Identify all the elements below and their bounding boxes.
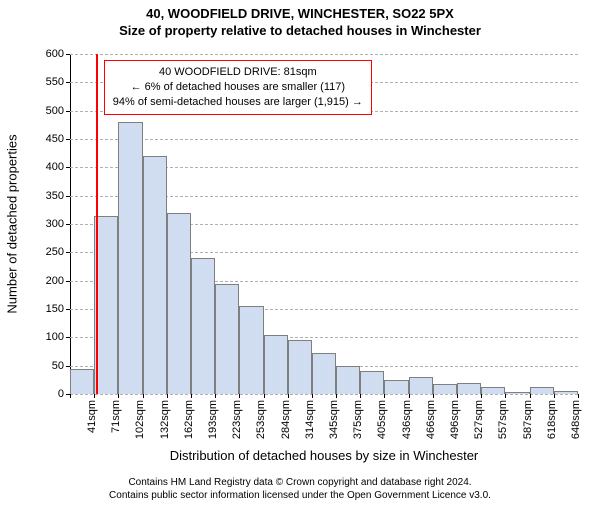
xtick-mark: [530, 394, 531, 398]
ytick-label: 600: [46, 48, 70, 60]
histogram-bar: [118, 122, 142, 394]
grid-line: [70, 139, 578, 140]
histogram-bar: [215, 284, 239, 395]
ytick-label: 150: [46, 303, 70, 315]
ytick-label: 450: [46, 133, 70, 145]
xtick-label: 193sqm: [207, 400, 219, 439]
histogram-bar: [70, 369, 94, 395]
xtick-mark: [70, 394, 71, 398]
marker-info-line: 94% of semi-detached houses are larger (…: [113, 95, 363, 110]
xtick-mark: [264, 394, 265, 398]
grid-line: [70, 394, 578, 395]
histogram-bar: [433, 384, 457, 394]
chart-plot-area: 05010015020025030035040045050055060041sq…: [70, 54, 578, 394]
chart-title-address: 40, WOODFIELD DRIVE, WINCHESTER, SO22 5P…: [0, 6, 600, 21]
xtick-label: 466sqm: [425, 400, 437, 439]
xtick-label: 41sqm: [86, 400, 98, 433]
xtick-label: 102sqm: [134, 400, 146, 439]
xtick-mark: [143, 394, 144, 398]
y-axis-label: Number of detached properties: [5, 134, 20, 313]
histogram-bar: [481, 387, 505, 394]
histogram-bar: [288, 340, 312, 394]
xtick-mark: [312, 394, 313, 398]
marker-info-line: ← 6% of detached houses are smaller (117…: [113, 80, 363, 95]
xtick-mark: [457, 394, 458, 398]
xtick-label: 223sqm: [231, 400, 243, 439]
xtick-label: 648sqm: [570, 400, 582, 439]
histogram-bar: [94, 216, 118, 395]
ytick-label: 300: [46, 218, 70, 230]
ytick-label: 350: [46, 190, 70, 202]
histogram-bar: [505, 392, 529, 394]
xtick-mark: [384, 394, 385, 398]
xtick-mark: [578, 394, 579, 398]
ytick-label: 400: [46, 161, 70, 173]
xtick-label: 496sqm: [449, 400, 461, 439]
histogram-bar: [554, 391, 578, 394]
histogram-bar: [264, 335, 288, 395]
xtick-mark: [554, 394, 555, 398]
xtick-label: 587sqm: [522, 400, 534, 439]
footer-line1: Contains HM Land Registry data © Crown c…: [0, 476, 600, 489]
xtick-mark: [288, 394, 289, 398]
histogram-bar: [384, 380, 408, 394]
footer-line2: Contains public sector information licen…: [0, 489, 600, 502]
xtick-mark: [118, 394, 119, 398]
marker-info-line: 40 WOODFIELD DRIVE: 81sqm: [113, 65, 363, 80]
chart-title-sub: Size of property relative to detached ho…: [0, 23, 600, 38]
xtick-mark: [336, 394, 337, 398]
xtick-mark: [409, 394, 410, 398]
ytick-label: 250: [46, 246, 70, 258]
histogram-bar: [409, 377, 433, 394]
ytick-label: 500: [46, 105, 70, 117]
histogram-bar: [239, 306, 263, 394]
xtick-mark: [94, 394, 95, 398]
histogram-bar: [457, 383, 481, 394]
xtick-label: 345sqm: [328, 400, 340, 439]
ytick-label: 200: [46, 275, 70, 287]
histogram-bar: [336, 366, 360, 394]
ytick-label: 50: [52, 360, 70, 372]
xtick-mark: [481, 394, 482, 398]
marker-info-box: 40 WOODFIELD DRIVE: 81sqm← 6% of detache…: [104, 60, 372, 115]
xtick-mark: [167, 394, 168, 398]
xtick-label: 314sqm: [304, 400, 316, 439]
xtick-label: 132sqm: [159, 400, 171, 439]
ytick-label: 550: [46, 76, 70, 88]
marker-line: [96, 54, 98, 394]
xtick-label: 436sqm: [401, 400, 413, 439]
xtick-label: 527sqm: [473, 400, 485, 439]
histogram-bar: [312, 353, 336, 394]
xtick-label: 253sqm: [255, 400, 267, 439]
histogram-bar: [167, 213, 191, 394]
x-axis-label: Distribution of detached houses by size …: [70, 448, 578, 463]
grid-line: [70, 54, 578, 55]
histogram-bar: [191, 258, 215, 394]
xtick-label: 284sqm: [280, 400, 292, 439]
xtick-label: 405sqm: [376, 400, 388, 439]
xtick-mark: [239, 394, 240, 398]
xtick-mark: [433, 394, 434, 398]
histogram-bar: [360, 371, 384, 394]
xtick-label: 375sqm: [352, 400, 364, 439]
histogram-bar: [143, 156, 167, 394]
xtick-label: 162sqm: [183, 400, 195, 439]
xtick-label: 71sqm: [110, 400, 122, 433]
xtick-label: 618sqm: [546, 400, 558, 439]
xtick-label: 557sqm: [497, 400, 509, 439]
histogram-bar: [530, 387, 554, 394]
xtick-mark: [360, 394, 361, 398]
xtick-mark: [215, 394, 216, 398]
ytick-label: 0: [58, 388, 70, 400]
footer-text: Contains HM Land Registry data © Crown c…: [0, 476, 600, 502]
ytick-label: 100: [46, 331, 70, 343]
xtick-mark: [505, 394, 506, 398]
xtick-mark: [191, 394, 192, 398]
